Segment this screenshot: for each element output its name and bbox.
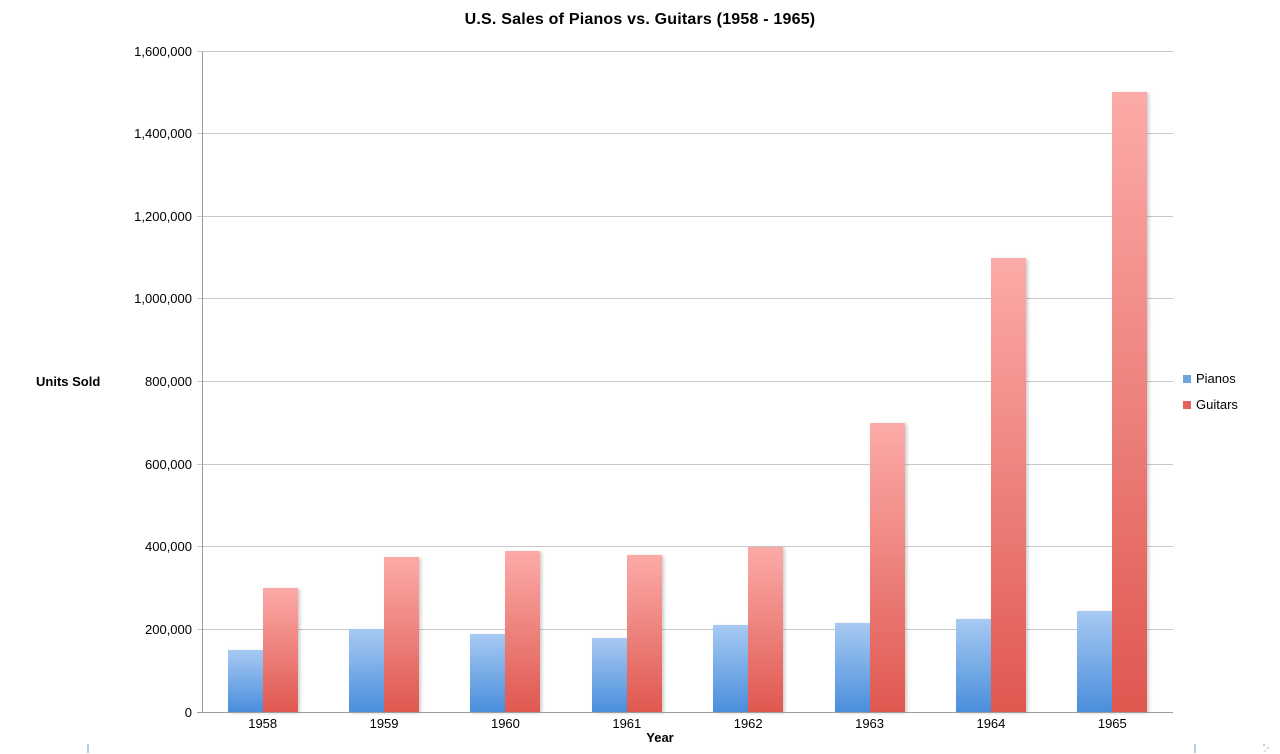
gridline-600000 <box>197 463 1173 465</box>
ytick-label-1400000: 1,400,000 <box>134 126 192 142</box>
gridline-1000000 <box>197 298 1173 300</box>
ytick-label-1200000: 1,200,000 <box>134 208 192 224</box>
xtick-label-1958: 1958 <box>248 716 278 731</box>
legend-label-pianos: Pianos <box>1196 371 1236 386</box>
bar-pianos-1958 <box>227 650 263 712</box>
xtick-label-1961: 1961 <box>612 716 642 731</box>
ytick-label-1000000: 1,000,000 <box>134 291 192 307</box>
gridline-800000 <box>197 381 1173 382</box>
xtick-label-1962: 1962 <box>733 716 763 731</box>
bar-guitars-1960 <box>505 551 541 712</box>
gridline-200000 <box>197 628 1173 630</box>
bottom-edge-artifact-right <box>1194 744 1196 753</box>
ytick-label-200000: 200,000 <box>145 621 192 637</box>
legend-item-pianos: Pianos <box>1183 371 1238 387</box>
ytick-label-400000: 400,000 <box>145 539 192 555</box>
chart-title: U.S. Sales of Pianos vs. Guitars (1958 -… <box>464 11 816 28</box>
bar-guitars-1963 <box>869 423 905 712</box>
legend-label-guitars: Guitars <box>1196 397 1238 412</box>
gridline-1200000 <box>197 215 1173 217</box>
gridline-1600000 <box>197 50 1173 52</box>
resize-grip-artifact <box>1263 744 1265 746</box>
gridline-1400000 <box>197 133 1173 135</box>
legend: Pianos Guitars <box>1183 371 1238 423</box>
bar-pianos-1963 <box>834 623 870 712</box>
plot-area: 0 200,000 400,000 600,000 800,000 1,000,000 1,… <box>134 44 1173 731</box>
bar-guitars-1965 <box>1112 92 1148 712</box>
x-axis-title: Year <box>646 730 674 745</box>
bar-pianos-1961 <box>591 638 627 712</box>
bottom-edge-artifact-left <box>87 744 89 753</box>
bar-pianos-1965 <box>1077 611 1113 712</box>
bar-pianos-1962 <box>713 625 749 712</box>
y-axis-title: Units Sold <box>36 374 101 389</box>
ytick-label-800000: 800,000 <box>145 374 192 389</box>
bar-guitars-1964 <box>990 258 1026 712</box>
ytick-label-600000: 600,000 <box>145 456 192 472</box>
xtick-label-1960: 1960 <box>490 716 520 731</box>
ytick-label-1600000: 1,600,000 <box>134 43 192 59</box>
xtick-label-1959: 1959 <box>369 716 399 731</box>
bar-pianos-1960 <box>470 634 506 712</box>
bar-guitars-1961 <box>626 555 662 712</box>
ytick-label-0: 0 <box>184 704 192 720</box>
xtick-label-1964: 1964 <box>976 716 1006 731</box>
bar-guitars-1962 <box>748 547 784 712</box>
legend-item-guitars: Guitars <box>1183 397 1238 413</box>
bar-pianos-1959 <box>349 629 385 712</box>
bar-pianos-1964 <box>955 619 991 712</box>
pianos-swatch-icon <box>1183 375 1191 383</box>
x-axis-line <box>197 712 1173 713</box>
guitars-swatch-icon <box>1183 401 1191 409</box>
y-axis-line <box>202 51 203 712</box>
xtick-label-1963: 1963 <box>855 716 885 731</box>
gridline-400000 <box>197 546 1173 548</box>
bar-guitars-1959 <box>384 557 420 712</box>
bar-guitars-1958 <box>262 588 298 712</box>
xtick-label-1965: 1965 <box>1097 716 1127 731</box>
